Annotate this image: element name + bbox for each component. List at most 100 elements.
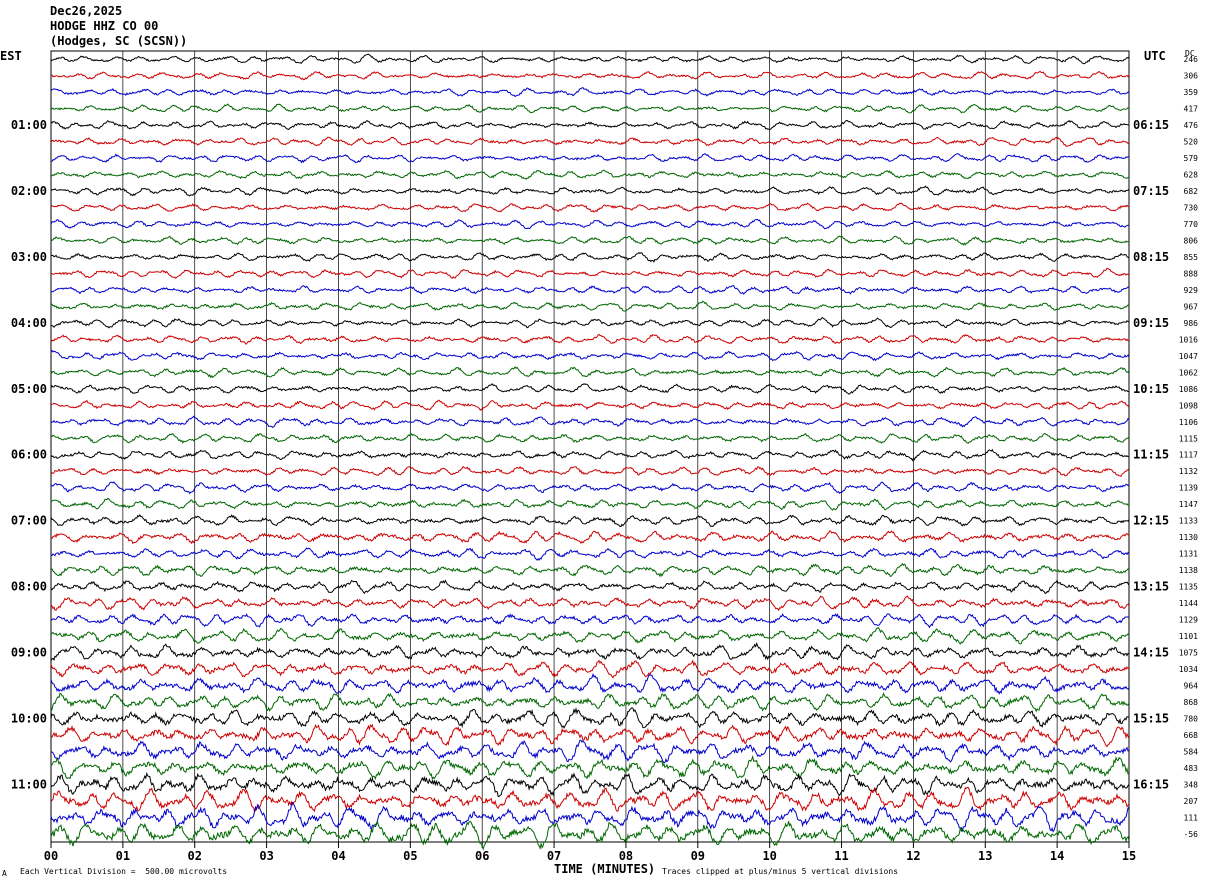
dc-offset-label: 1117 — [1179, 451, 1198, 460]
seismic-trace — [50, 642, 1130, 661]
x-tick-label: 08 — [619, 849, 633, 863]
right-hour-label: 13:15 — [1133, 580, 1169, 594]
left-hour-label: 06:00 — [11, 448, 47, 462]
seismic-trace — [50, 333, 1130, 345]
left-hour-label: 03:00 — [11, 250, 47, 264]
dc-offset-label: 929 — [1184, 286, 1199, 295]
dc-offset-label: 1101 — [1179, 632, 1198, 641]
right-hour-label: 08:15 — [1133, 250, 1169, 264]
dc-offset-label: 1086 — [1179, 385, 1198, 394]
left-hour-label: 10:00 — [11, 711, 47, 725]
dc-offset-label: 1115 — [1179, 434, 1198, 443]
dc-offset-label: 1016 — [1179, 335, 1198, 344]
right-hour-label: 15:15 — [1133, 711, 1169, 725]
dc-offset-label: 868 — [1184, 698, 1199, 707]
dc-offset-label: 1034 — [1179, 665, 1198, 674]
seismic-trace — [50, 579, 1130, 595]
seismic-trace — [50, 185, 1130, 197]
seismic-trace — [50, 739, 1130, 764]
right-axis-label: UTC — [1144, 49, 1166, 63]
right-hour-label: 09:15 — [1133, 316, 1169, 330]
plot-frame — [50, 50, 1130, 843]
left-axis-label: EST — [0, 49, 22, 63]
dc-offset-label: 1129 — [1179, 616, 1198, 625]
seismic-trace — [50, 432, 1130, 444]
x-tick-label: 12 — [906, 849, 920, 863]
x-tick-label: 06 — [475, 849, 489, 863]
x-tick-label: 13 — [978, 849, 992, 863]
x-tick-label: 00 — [44, 849, 58, 863]
seismic-trace — [50, 119, 1130, 131]
seismic-trace — [50, 465, 1130, 477]
seismic-trace — [50, 103, 1130, 114]
seismic-trace — [50, 672, 1130, 695]
dc-offset-label: 964 — [1184, 681, 1199, 690]
dc-offset-label: 668 — [1184, 731, 1199, 740]
dc-offset-label: 1131 — [1179, 550, 1198, 559]
seismic-trace — [50, 365, 1130, 379]
x-tick-label: 14 — [1050, 849, 1064, 863]
footer-clipping-note: Traces clipped at plus/minus 5 vertical … — [662, 867, 899, 876]
seismic-trace — [50, 707, 1130, 729]
seismic-trace — [50, 267, 1130, 280]
x-tick-label: 02 — [188, 849, 202, 863]
dc-label: DC — [1185, 49, 1195, 58]
dc-offset-label: 520 — [1184, 138, 1199, 147]
dc-offset-label: 483 — [1184, 764, 1199, 773]
left-hour-label: 09:00 — [11, 645, 47, 659]
seismic-trace — [50, 87, 1130, 98]
dc-offset-label: 1075 — [1179, 648, 1198, 657]
dc-offset-label: 730 — [1184, 204, 1199, 213]
left-hour-label: 07:00 — [11, 514, 47, 528]
seismic-trace — [50, 481, 1130, 495]
seismic-trace — [50, 300, 1130, 312]
dc-offset-label: 1139 — [1179, 484, 1198, 493]
left-hour-label: 02:00 — [11, 184, 47, 198]
dc-offset-label: -56 — [1184, 830, 1199, 839]
seismic-trace — [51, 169, 1130, 180]
seismic-trace — [51, 723, 1130, 748]
dc-offset-label: 1106 — [1179, 418, 1198, 427]
dc-offset-label: 888 — [1184, 269, 1199, 278]
seismic-trace — [50, 235, 1130, 246]
dc-offset-label: 1135 — [1179, 583, 1198, 592]
seismic-trace — [50, 251, 1130, 263]
right-hour-label: 14:15 — [1133, 645, 1169, 659]
x-tick-label: 15 — [1122, 849, 1136, 863]
seismic-trace — [50, 53, 1130, 65]
x-tick-label: 09 — [691, 849, 705, 863]
seismic-trace — [50, 530, 1130, 545]
dc-offset-label: 417 — [1184, 105, 1199, 114]
seismic-trace — [50, 820, 1130, 851]
dc-offset-label: 682 — [1184, 187, 1199, 196]
dc-offset-label: 1144 — [1179, 599, 1198, 608]
x-tick-label: 10 — [762, 849, 776, 863]
dc-offset-label: 476 — [1184, 121, 1199, 130]
dc-offset-label: 1130 — [1179, 533, 1198, 542]
seismic-trace — [50, 659, 1130, 679]
right-hour-label: 06:15 — [1133, 118, 1169, 132]
seismic-trace — [50, 547, 1130, 561]
seismic-trace — [50, 399, 1130, 411]
left-hour-label: 08:00 — [11, 580, 47, 594]
seismic-trace — [50, 754, 1129, 781]
dc-offset-label: 348 — [1184, 780, 1199, 789]
seismic-trace — [50, 70, 1130, 81]
dc-offset-label: 628 — [1184, 171, 1199, 180]
left-hour-label: 04:00 — [11, 316, 47, 330]
dc-offset-label: 207 — [1184, 797, 1199, 806]
x-tick-label: 04 — [331, 849, 345, 863]
right-hour-label: 12:15 — [1133, 514, 1169, 528]
left-hour-label: 11:00 — [11, 777, 47, 791]
dc-offset-label: 986 — [1184, 319, 1199, 328]
footer-vertical-division: Each Vertical Division = 500.00 microvol… — [20, 867, 228, 876]
seismic-trace — [50, 771, 1130, 798]
dc-offset-label: 1147 — [1179, 500, 1198, 509]
seismic-trace — [50, 317, 1130, 329]
dc-offset-label: 967 — [1184, 302, 1199, 311]
dc-offset-label: 1047 — [1179, 352, 1198, 361]
seismic-trace — [50, 514, 1130, 528]
dc-offset-label: 855 — [1184, 253, 1199, 262]
dc-offset-label: 111 — [1184, 813, 1199, 822]
seismic-trace — [50, 613, 1130, 629]
